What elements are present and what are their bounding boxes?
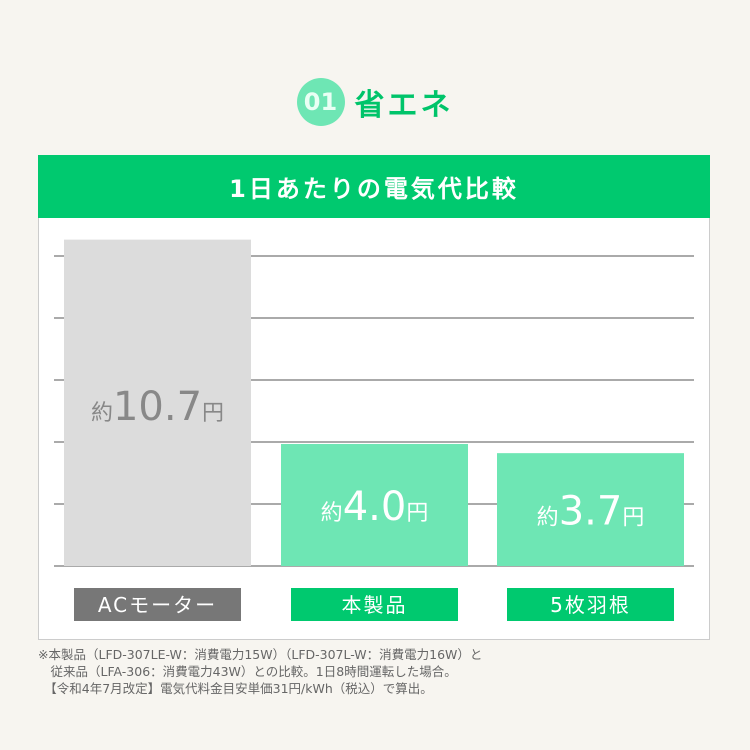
category-label: 本製品	[342, 593, 408, 617]
bar	[281, 444, 468, 566]
bar	[497, 453, 684, 566]
footnote-line: ※本製品（LFD-307LE-W：消費電力15W）（LFD-307L-W：消費電…	[38, 647, 483, 662]
category-box	[291, 588, 458, 621]
footnote-line: 【令和4年7月改定】電気代料金目安単価31円/kWh（税込）で算出。	[38, 681, 433, 696]
footnote-line: 従来品（LFA-306：消費電力43W）との比較。1日8時間運転した場合。	[38, 664, 457, 679]
section-heading: 省エネ	[354, 88, 454, 123]
category-label: ACモーター	[98, 593, 217, 617]
chart-title: 1日あたりの電気代比較	[38, 155, 710, 218]
data-label: 約4.0円	[321, 484, 429, 530]
data-label: 約10.7円	[91, 384, 224, 430]
section-title: 01 省エネ	[0, 78, 750, 126]
bar	[64, 239, 251, 566]
data-label: 約3.7円	[537, 489, 645, 535]
category-box	[74, 588, 241, 621]
category-label: 5枚羽根	[550, 593, 631, 617]
section-number-badge: 01	[296, 78, 345, 126]
footnotes: ※本製品（LFD-307LE-W：消費電力15W）（LFD-307L-W：消費電…	[38, 646, 482, 697]
category-box	[507, 588, 674, 621]
